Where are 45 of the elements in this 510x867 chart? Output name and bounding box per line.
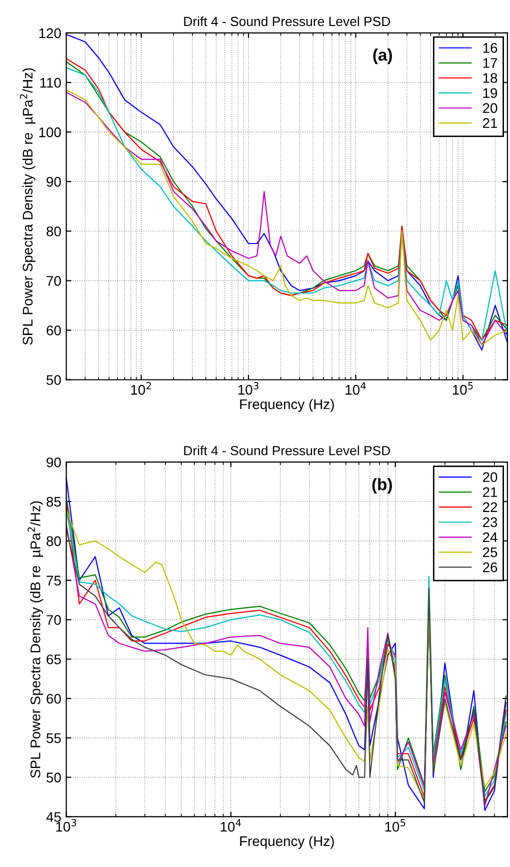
x-tick-label: 10$^{5}$: [452, 382, 473, 395]
y-tick-label: 60: [46, 326, 61, 336]
legend-label: 21: [482, 487, 498, 497]
x-axis-title: Frequency (Hz): [240, 836, 334, 849]
y-tick-label: 55: [46, 733, 61, 744]
legend-label: 16: [483, 43, 498, 53]
chart-title: Drift 4 - Sound Pressure Level PSD: [184, 16, 390, 26]
y-tick-label: 100: [39, 127, 61, 138]
annotation: (b): [372, 478, 392, 494]
x-axis-title: Frequency (Hz): [240, 398, 334, 412]
chart-title: Drift 4 - Sound Pressure Level PSD: [184, 446, 390, 456]
y-tick-label: 50: [46, 375, 61, 385]
y-tick-label: 110: [40, 78, 61, 88]
y-axis-title: SPL Power Spectra Density (dB re µPa$^{2}$/Hz): [28, 501, 44, 778]
y-tick-label: 65: [46, 654, 61, 664]
legend-label: 21: [482, 118, 498, 128]
legend-label: 18: [483, 73, 498, 83]
legend-label: 20: [482, 472, 498, 482]
y-tick-label: 70: [46, 276, 61, 286]
legend-label: 26: [482, 562, 498, 572]
annotation: (a): [373, 48, 392, 64]
y-axis-title: SPL Power Spectra Density (dB re µPa$^{2}$/Hz): [20, 68, 36, 345]
x-tick-label: 10$^{2}$: [131, 382, 151, 395]
legend-label: 19: [483, 88, 498, 98]
y-tick-label: 75: [46, 576, 61, 586]
legend-label: 17: [483, 58, 498, 68]
y-tick-label: 90: [46, 176, 61, 187]
y-tick-label: 60: [46, 694, 61, 704]
y-tick-label: 70: [46, 615, 61, 625]
y-tick-label: 45: [46, 812, 61, 822]
y-tick-label: 85: [46, 496, 61, 507]
y-tick-label: 90: [46, 457, 61, 468]
legend-label: 24: [482, 532, 498, 542]
y-tick-label: 80: [46, 226, 61, 236]
y-tick-label: 120: [39, 28, 61, 38]
y-tick-label: 50: [46, 772, 61, 782]
legend-label: 23: [482, 517, 498, 528]
y-tick-label: 80: [46, 536, 61, 546]
legend-label: 25: [482, 547, 498, 558]
x-tick-label: 10$^{5}$: [385, 819, 406, 832]
x-tick-label: 10$^{4}$: [346, 382, 366, 395]
legend-label: 20: [482, 103, 498, 113]
x-tick-label: 10$^{4}$: [220, 819, 241, 832]
x-tick-label: 10$^{3}$: [238, 382, 258, 395]
legend-label: 22: [482, 502, 498, 512]
